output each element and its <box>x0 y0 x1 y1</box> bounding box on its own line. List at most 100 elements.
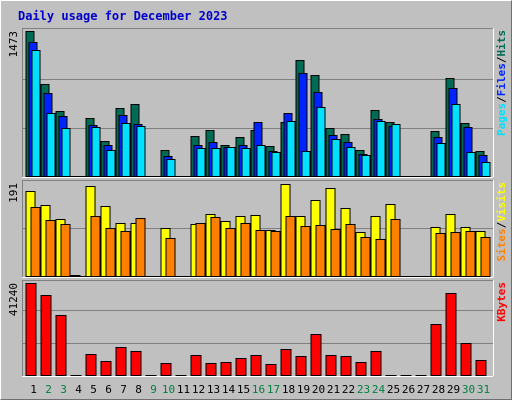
bar-sites-day-26 <box>405 276 416 277</box>
bar-sites-day-29 <box>450 232 461 277</box>
bar-kbytes-day-20 <box>310 334 322 376</box>
bar-sites-day-22 <box>345 224 356 277</box>
bar-kbytes-day-4 <box>70 375 82 376</box>
bar-kbytes-day-9 <box>145 375 157 376</box>
legend-item: Files <box>495 63 508 96</box>
x-tick-label-day-15: 15 <box>237 383 250 396</box>
legend-item: / <box>495 56 508 63</box>
x-tick-label-day-22: 22 <box>342 383 355 396</box>
bar-sites-day-6 <box>105 228 116 277</box>
x-tick-label-day-25: 25 <box>387 383 400 396</box>
bar-kbytes-day-3 <box>55 315 67 376</box>
x-tick-label-day-3: 3 <box>60 383 67 396</box>
legend-item: Hits <box>495 30 508 57</box>
x-tick-label-day-2: 2 <box>45 383 52 396</box>
bar-sites-day-23 <box>360 237 371 277</box>
bar-kbytes-day-31 <box>475 360 487 376</box>
bar-sites-day-1 <box>30 207 41 277</box>
bar-pages-day-18 <box>286 121 296 177</box>
panel-hits-legend: Pages/Files/Hits <box>495 30 508 136</box>
bar-kbytes-day-28 <box>430 324 442 376</box>
bar-pages-day-1 <box>31 50 41 177</box>
bar-pages-day-22 <box>346 147 356 177</box>
x-tick-label-day-6: 6 <box>105 383 112 396</box>
bar-sites-day-18 <box>285 216 296 277</box>
legend-item: Visits <box>495 182 508 222</box>
chart-title: Daily usage for December 2023 <box>18 9 228 23</box>
bar-pages-day-25 <box>391 124 401 177</box>
bar-pages-day-29 <box>451 104 461 177</box>
bar-sites-day-13 <box>210 217 221 277</box>
bar-kbytes-day-26 <box>400 375 412 376</box>
bar-pages-day-19 <box>301 151 311 177</box>
panel-kbytes-ymax-label: 41240 <box>7 283 20 316</box>
bar-kbytes-day-27 <box>415 375 427 376</box>
bar-sites-day-2 <box>45 220 56 277</box>
bar-sites-day-24 <box>375 239 386 277</box>
bar-kbytes-day-17 <box>265 364 277 376</box>
bar-sites-day-30 <box>465 231 476 277</box>
x-tick-label-day-7: 7 <box>120 383 127 396</box>
bar-kbytes-day-30 <box>460 343 472 376</box>
bar-sites-day-3 <box>60 224 71 277</box>
legend-item: / <box>495 96 508 103</box>
bar-pages-day-15 <box>241 148 251 177</box>
bar-kbytes-day-12 <box>190 355 202 376</box>
bar-pages-day-16 <box>256 145 266 177</box>
bar-sites-day-10 <box>165 238 176 277</box>
x-tick-label-day-9: 9 <box>150 383 157 396</box>
bar-pages-day-2 <box>46 113 56 177</box>
bar-kbytes-day-18 <box>280 349 292 376</box>
bar-pages-day-17 <box>271 152 281 177</box>
bar-kbytes-day-15 <box>235 358 247 376</box>
x-tick-label-day-31: 31 <box>477 383 490 396</box>
x-tick-label-day-24: 24 <box>372 383 386 396</box>
bar-pages-day-20 <box>316 107 326 177</box>
x-tick-label-day-16: 16 <box>252 383 265 396</box>
bar-pages-day-13 <box>211 148 221 177</box>
x-tick-label-day-11: 11 <box>177 383 190 396</box>
bar-sites-day-27 <box>420 276 431 277</box>
bar-kbytes-day-5 <box>85 354 97 376</box>
bar-sites-day-15 <box>240 223 251 277</box>
bar-sites-day-9 <box>150 276 161 277</box>
bar-pages-day-31 <box>481 162 491 177</box>
bar-pages-day-4 <box>76 176 86 177</box>
x-tick-label-day-29: 29 <box>447 383 460 396</box>
x-tick-label-day-14: 14 <box>222 383 236 396</box>
bar-kbytes-day-16 <box>250 355 262 376</box>
bar-pages-day-14 <box>226 147 236 177</box>
bar-sites-day-7 <box>120 231 131 277</box>
bar-kbytes-day-10 <box>160 363 172 376</box>
panel-visits-legend: Sites/Visits <box>495 182 508 262</box>
bar-pages-day-11 <box>181 176 191 177</box>
bar-pages-day-6 <box>106 150 116 177</box>
bar-kbytes-day-22 <box>340 356 352 376</box>
bar-kbytes-day-8 <box>130 351 142 376</box>
bar-sites-day-20 <box>315 225 326 277</box>
bar-kbytes-day-13 <box>205 363 217 376</box>
bar-kbytes-day-24 <box>370 351 382 376</box>
bar-pages-day-30 <box>466 152 476 177</box>
x-tick-label-day-12: 12 <box>192 383 205 396</box>
bar-sites-day-12 <box>195 223 206 277</box>
bar-sites-day-11 <box>180 276 191 277</box>
x-tick-label-day-30: 30 <box>462 383 475 396</box>
legend-item: KBytes <box>495 282 508 322</box>
bar-kbytes-day-14 <box>220 362 232 376</box>
bar-sites-day-28 <box>435 233 446 277</box>
bar-sites-day-16 <box>255 230 266 277</box>
x-tick-label-day-21: 21 <box>327 383 340 396</box>
bar-kbytes-day-21 <box>325 355 337 376</box>
bar-sites-day-5 <box>90 216 101 277</box>
x-tick-label-day-20: 20 <box>312 383 325 396</box>
x-tick-label-day-13: 13 <box>207 383 220 396</box>
bar-kbytes-day-11 <box>175 375 187 376</box>
bar-kbytes-day-29 <box>445 293 457 376</box>
bar-pages-day-10 <box>166 159 176 177</box>
panel-visits-ymax-label: 191 <box>7 183 20 203</box>
x-tick-label-day-23: 23 <box>357 383 370 396</box>
bar-pages-day-27 <box>421 176 431 177</box>
bar-pages-day-5 <box>91 127 101 177</box>
bar-pages-day-3 <box>61 128 71 177</box>
